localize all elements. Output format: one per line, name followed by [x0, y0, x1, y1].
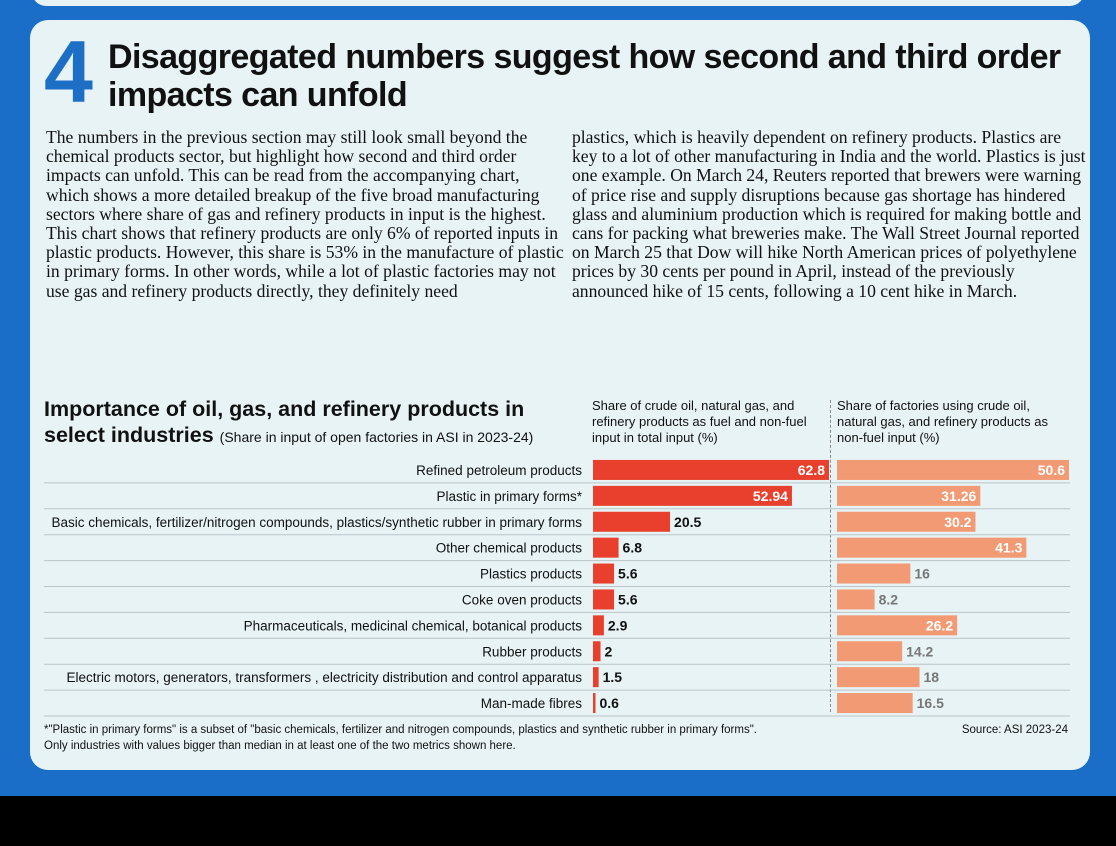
data-label-series-1: 5.6	[618, 591, 638, 607]
chart-subtitle: (Share in input of open factories in ASI…	[219, 429, 534, 445]
bar-series-2	[837, 563, 911, 584]
chart-source: Source: ASI 2023-24	[961, 724, 1068, 736]
previous-card-edge	[32, 0, 1084, 6]
bar-series-1	[593, 563, 615, 584]
category-label: Other chemical products	[436, 541, 583, 556]
bar-series-2	[837, 667, 920, 688]
data-label-series-1: 1.5	[603, 669, 623, 685]
bar-series-1	[593, 485, 792, 506]
section-heading: Disaggregated numbers suggest how second…	[108, 38, 1061, 114]
data-label-series-2: 14.2	[906, 643, 933, 659]
data-label-series-2: 31.26	[941, 488, 976, 504]
data-label-series-2: 30.2	[944, 514, 971, 530]
chart-title: Importance of oil, gas, and refinery pro…	[44, 397, 525, 447]
data-label-series-1: 0.6	[600, 695, 620, 711]
category-label: Basic chemicals, fertilizer/nitrogen com…	[52, 515, 583, 530]
bar-series-2	[837, 693, 913, 714]
bar-series-2	[837, 459, 1069, 480]
bar-series-1	[593, 615, 604, 636]
category-label: Man-made fibres	[481, 696, 583, 711]
article-card	[30, 20, 1090, 770]
category-label: Pharmaceuticals, medicinal chemical, bot…	[244, 618, 583, 633]
data-label-series-2: 50.6	[1038, 462, 1065, 478]
bar-series-1	[593, 511, 671, 532]
bar-series-1	[593, 589, 615, 610]
data-label-series-1: 6.8	[623, 540, 643, 556]
bar-series-1	[593, 693, 596, 714]
data-label-series-1: 2	[605, 643, 613, 659]
body-column-2: plastics, which is heavily dependent on …	[572, 127, 1086, 301]
bar-series-1	[593, 641, 601, 662]
data-label-series-1: 5.6	[618, 566, 638, 582]
category-label: Refined petroleum products	[416, 463, 582, 478]
data-label-series-2: 41.3	[995, 540, 1022, 556]
category-label: Electric motors, generators, transformer…	[67, 670, 583, 685]
bar-series-1	[593, 459, 829, 480]
chart-footnote: *"Plastic in primary forms" is a subset …	[44, 724, 757, 752]
body-column-1: The numbers in the previous section may …	[46, 127, 564, 301]
data-label-series-2: 26.2	[926, 617, 953, 633]
category-label: Rubber products	[482, 644, 582, 659]
data-label-series-2: 16	[914, 566, 930, 582]
data-label-series-2: 18	[924, 669, 940, 685]
category-label: Plastic in primary forms*	[436, 489, 582, 504]
data-label-series-2: 16.5	[917, 695, 944, 711]
data-label-series-1: 20.5	[674, 514, 701, 530]
data-label-series-1: 62.8	[798, 462, 825, 478]
bar-series-1	[593, 667, 599, 688]
data-label-series-2: 8.2	[879, 591, 899, 607]
category-label: Coke oven products	[462, 592, 582, 607]
data-label-series-1: 52.94	[753, 488, 788, 504]
chart-title-block: Importance of oil, gas, and refinery pro…	[44, 396, 584, 450]
section-number: 4	[44, 22, 93, 121]
data-label-series-1: 2.9	[608, 617, 628, 633]
series-2-header: Share of factories using crude oil, natu…	[837, 398, 1049, 445]
bar-series-2	[837, 641, 903, 662]
bar-series-2	[837, 615, 958, 636]
bar-series-2	[837, 589, 875, 610]
bar-series-2	[837, 511, 976, 532]
series-1-header: Share of crude oil, natural gas, and ref…	[592, 398, 807, 445]
bar-series-2	[837, 485, 981, 506]
category-label: Plastics products	[480, 567, 582, 582]
bar-series-2	[837, 537, 1027, 558]
bar-series-1	[593, 537, 619, 558]
panel-divider	[830, 400, 831, 712]
